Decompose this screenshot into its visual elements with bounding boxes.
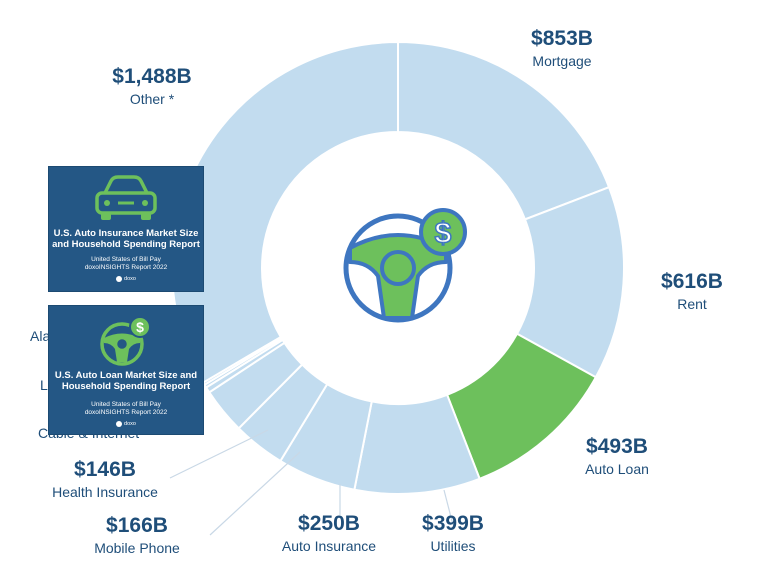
value-label-utilities: $399B bbox=[422, 512, 484, 535]
steering-wheel-dollar-icon: $ bbox=[343, 208, 467, 323]
value-label-mobile-phone: $166B bbox=[106, 514, 168, 537]
value-label-other: $1,488B bbox=[112, 65, 191, 88]
brand-logo: doxo bbox=[49, 420, 203, 428]
car-icon bbox=[95, 175, 157, 220]
value-label-auto-insurance: $250B bbox=[298, 512, 360, 535]
category-label-ala: Ala bbox=[30, 328, 50, 344]
svg-text:$: $ bbox=[435, 217, 452, 250]
steering-wheel-dollar-icon: $ bbox=[100, 316, 151, 366]
category-label-auto-loan: Auto Loan bbox=[585, 461, 649, 477]
category-label-utilities: Utilities bbox=[430, 538, 475, 554]
category-label-other: Other * bbox=[130, 91, 175, 107]
category-label-auto-insurance: Auto Insurance bbox=[282, 538, 376, 554]
svg-text:$: $ bbox=[136, 319, 144, 335]
value-label-health-insurance: $146B bbox=[74, 458, 136, 481]
category-label-l: L bbox=[40, 377, 48, 393]
card-subtitle: United States of Bill Pay doxoINSIGHTS R… bbox=[84, 256, 168, 271]
value-label-mortgage: $853B bbox=[531, 27, 593, 50]
report-card-auto-insurance[interactable]: U.S. Auto Insurance Market Size and Hous… bbox=[49, 167, 203, 291]
leader-line-mobile-phone bbox=[209, 451, 301, 536]
card-title: U.S. Auto Loan Market Size and Household… bbox=[54, 370, 198, 392]
leader-line-utilities bbox=[443, 489, 454, 526]
slice-labels: $853B Mortgage $616B Rent $493B Auto Loan $399… bbox=[30, 27, 723, 556]
category-label-mobile-phone: Mobile Phone bbox=[94, 540, 180, 556]
category-label-mortgage: Mortgage bbox=[532, 53, 591, 69]
card-subtitle: United States of Bill Pay doxoINSIGHTS R… bbox=[84, 401, 168, 416]
value-label-auto-loan: $493B bbox=[586, 435, 648, 458]
brand-logo: doxo bbox=[49, 275, 203, 283]
slice-other bbox=[171, 40, 399, 384]
card-title: U.S. Auto Insurance Market Size and Hous… bbox=[52, 228, 200, 250]
leader-line-health-insurance bbox=[169, 429, 269, 479]
slice-mortgage bbox=[397, 40, 611, 221]
category-label-rent: Rent bbox=[677, 296, 707, 312]
category-label-health-insurance: Health Insurance bbox=[52, 484, 158, 500]
leader-lines bbox=[169, 429, 454, 536]
report-card-auto-loan[interactable]: $ U.S. Auto Loan Market Size and Househo… bbox=[49, 306, 203, 434]
value-label-rent: $616B bbox=[661, 270, 723, 293]
